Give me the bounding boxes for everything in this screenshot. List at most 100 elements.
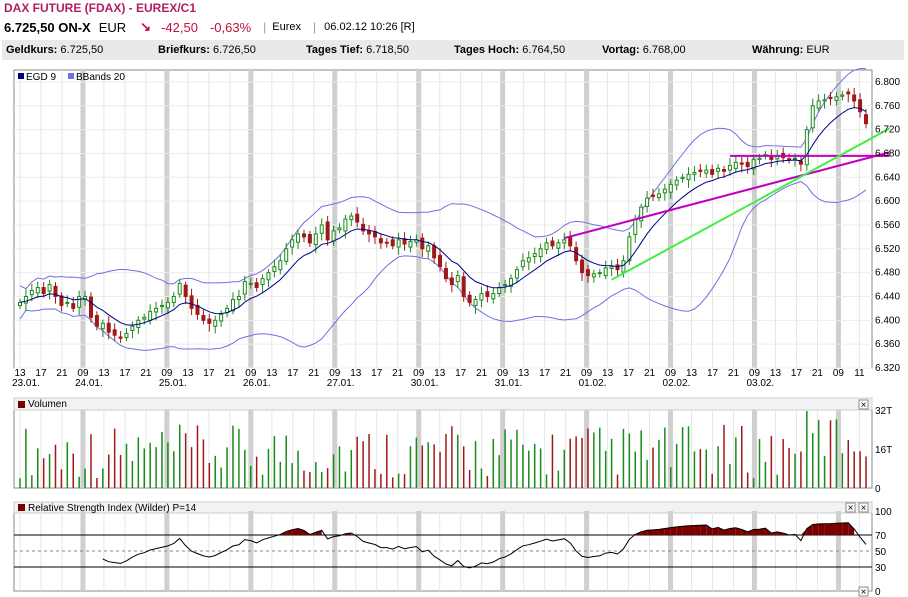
y-tick-label: 6.560 <box>875 220 900 231</box>
candle-body <box>503 284 508 287</box>
y-tick-label: 6.320 <box>875 363 900 374</box>
quote-bid: Geldkurs: 6.725,50 <box>6 44 104 56</box>
x-tick-label: 09 <box>581 368 593 379</box>
candle-body <box>230 298 235 312</box>
rsi-overbought-fill <box>653 529 659 535</box>
candle-body <box>858 99 863 113</box>
candle-body <box>840 94 845 97</box>
rsi-close-button-glyph[interactable]: × <box>861 503 867 514</box>
rsi-overbought-fill <box>676 526 683 535</box>
rsi-panel-header <box>13 501 873 514</box>
y-tick-label: 6.480 <box>875 268 900 279</box>
volume-tick-label: 16T <box>875 445 892 456</box>
rsi-overbought-fill <box>658 528 665 535</box>
y-tick-label: 6.520 <box>875 244 900 255</box>
candle-body <box>53 285 58 297</box>
candle-body <box>77 295 82 308</box>
rsi-overbought-fill <box>830 523 837 535</box>
candle-body <box>722 169 727 172</box>
rsi-overbought-fill <box>759 528 766 535</box>
y-tick-label: 6.440 <box>875 291 900 302</box>
rsi-overbought-fill <box>315 530 322 535</box>
candle-body <box>154 307 159 313</box>
x-tick-label: 13 <box>686 368 698 379</box>
candle-body <box>219 313 224 322</box>
candle-body <box>94 315 99 327</box>
candle-body <box>692 172 697 175</box>
x-tick-label: 21 <box>476 368 488 379</box>
candle-body <box>497 287 502 295</box>
quote-bar: Geldkurs: 6.725,50 Briefkurs: 6.726,50 T… <box>2 40 904 60</box>
candle-body <box>674 179 679 186</box>
rsi-tick-label: 0 <box>875 587 881 597</box>
candle-body <box>544 242 549 250</box>
candle-body <box>787 158 792 161</box>
candle-body <box>159 304 164 308</box>
rsi-tick-label: 50 <box>875 547 887 558</box>
candle-body <box>195 304 200 315</box>
rsi-overbought-fill <box>848 522 855 535</box>
ema-legend-swatch <box>18 73 24 79</box>
candle-body <box>585 269 590 277</box>
candle-body <box>319 224 324 234</box>
x-tick-label: 09 <box>665 368 677 379</box>
rsi-overbought-fill <box>706 525 713 535</box>
rsi-overbought-fill <box>818 523 825 535</box>
volume-close-button-glyph[interactable]: × <box>861 400 867 411</box>
candle-body <box>532 253 537 258</box>
rsi-tick-label: 70 <box>875 531 887 542</box>
candle-body <box>816 100 821 109</box>
volume-panel-frame <box>13 409 873 489</box>
candle-body <box>550 240 555 247</box>
candle-body <box>284 248 289 262</box>
candle-body <box>621 260 626 273</box>
x-tick-label: 09 <box>77 368 89 379</box>
candle-body <box>213 319 218 327</box>
quote-day-high: Tages Hoch: 6.764,50 <box>454 44 566 56</box>
candle-body <box>751 158 756 170</box>
down-arrow-icon: ↘ <box>140 19 152 34</box>
volume-close-button <box>858 399 869 410</box>
x-tick-label: 09 <box>413 368 425 379</box>
rsi-overbought-fill <box>629 534 636 535</box>
x-tick-label: 21 <box>728 368 740 379</box>
bbands-legend-label: BBands 20 <box>76 72 125 83</box>
y-tick-label: 6.680 <box>875 148 900 159</box>
x-date-label: 23.01. <box>12 378 40 389</box>
candle-body <box>420 237 425 250</box>
candle-body <box>290 239 295 248</box>
candle-body <box>438 254 443 268</box>
rsi-close-bottom-button-glyph[interactable]: × <box>861 587 867 597</box>
x-tick-label: 13 <box>350 368 362 379</box>
candle-body <box>562 239 567 244</box>
rsi-overbought-fill <box>292 528 299 535</box>
x-tick-label: 13 <box>518 368 530 379</box>
candle-body <box>83 295 88 300</box>
x-tick-label: 09 <box>833 368 845 379</box>
x-tick-label: 13 <box>266 368 278 379</box>
candle-body <box>130 325 135 331</box>
candle-body <box>35 287 40 294</box>
candle-body <box>485 291 490 297</box>
candle-body <box>47 284 52 292</box>
candle-body <box>662 188 667 194</box>
quote-currency: Währung: EUR <box>752 44 830 56</box>
candle-body <box>568 236 573 247</box>
bbands-upper-line <box>19 67 867 290</box>
quote-datetime: 06.02.12 10:26 [R] <box>324 21 415 33</box>
rsi-tick-label: 30 <box>875 563 887 574</box>
x-tick-label: 09 <box>497 368 509 379</box>
y-tick-label: 6.360 <box>875 339 900 350</box>
rsi-settings-button-glyph[interactable]: × <box>848 503 854 514</box>
x-tick-label: 13 <box>770 368 782 379</box>
candle-body <box>301 233 306 238</box>
y-tick-label: 6.640 <box>875 172 900 183</box>
rsi-overbought-fill <box>682 525 689 535</box>
candle-body <box>29 290 34 296</box>
candle-body <box>834 96 839 101</box>
x-date-label: 26.01. <box>243 378 271 389</box>
candle-body <box>189 295 194 309</box>
rsi-overbought-fill <box>747 529 754 535</box>
candle-body <box>266 272 271 281</box>
x-tick-label: 09 <box>329 368 341 379</box>
